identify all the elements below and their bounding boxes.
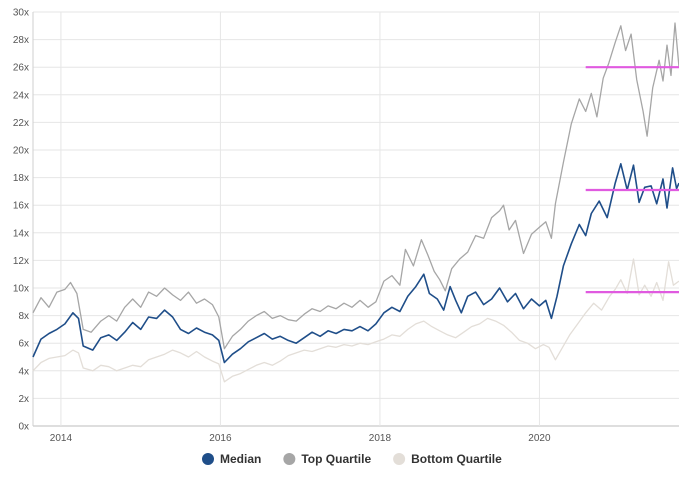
y-tick-label: 8x <box>18 311 29 322</box>
y-tick-label: 4x <box>18 366 29 377</box>
x-tick-label: 2016 <box>209 433 232 444</box>
legend: Median Top Quartile Bottom Quartile <box>202 452 502 466</box>
series-lines <box>32 22 679 383</box>
y-tick-label: 28x <box>13 35 29 46</box>
legend-label: Median <box>220 452 261 466</box>
y-tick-label: 22x <box>13 118 29 129</box>
y-tick-label: 0x <box>18 422 29 433</box>
series-line-top-quartile <box>32 22 679 350</box>
legend-marker <box>202 453 214 465</box>
y-tick-label: 30x <box>13 8 29 19</box>
y-tick-label: 20x <box>13 146 29 157</box>
legend-label: Top Quartile <box>301 452 371 466</box>
legend-marker <box>283 453 296 465</box>
y-tick-label: 2x <box>18 394 29 405</box>
x-tick-label: 2018 <box>369 433 392 444</box>
series-line-median <box>32 163 679 364</box>
y-tick-label: 16x <box>13 201 29 212</box>
y-tick-label: 24x <box>13 90 29 101</box>
y-tick-label: 6x <box>18 339 29 350</box>
y-tick-label: 18x <box>13 173 29 184</box>
reference-lines <box>585 66 679 294</box>
legend-label: Bottom Quartile <box>411 452 502 466</box>
axes: 0x 2x 4x 6x 8x 10x 12x 14x 16x 18x 20x 22x 24x 26x 28x… <box>13 8 551 445</box>
y-tick-label: 14x <box>13 228 29 239</box>
grid <box>33 11 679 427</box>
series-line-bottom-quartile <box>32 258 679 383</box>
legend-marker <box>393 453 406 465</box>
y-tick-label: 12x <box>13 256 29 267</box>
x-tick-label: 2020 <box>528 433 551 444</box>
y-tick-label: 26x <box>13 63 29 74</box>
x-tick-label: 2014 <box>50 433 73 444</box>
y-tick-label: 10x <box>13 284 29 295</box>
